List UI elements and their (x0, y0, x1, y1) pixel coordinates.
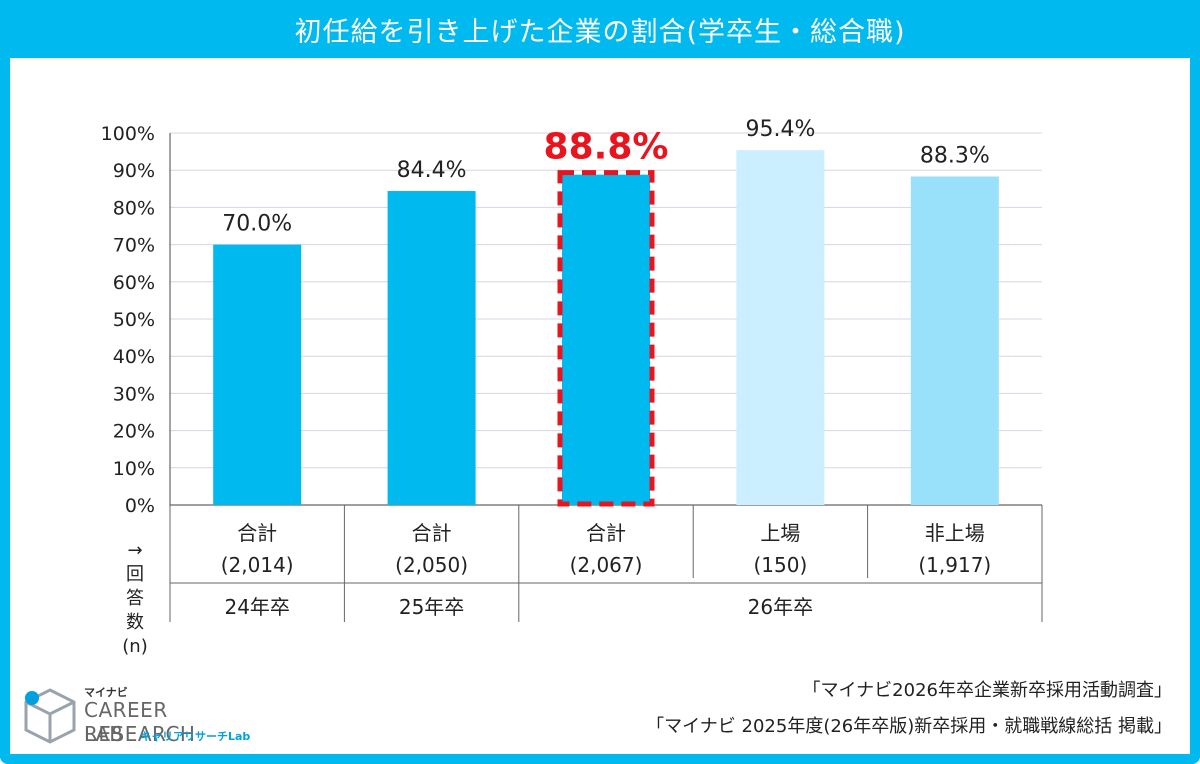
y-tick-label: 100% (101, 123, 155, 145)
x-sample-size-label: (2,014) (221, 553, 294, 577)
y-tick-label: 80% (113, 197, 155, 219)
bar (910, 176, 999, 506)
chart-title: 初任給を引き上げた企業の割合(学卒生・総合職) (0, 0, 1200, 58)
n-axis-label: 回 (126, 564, 144, 585)
data-label-highlight: 88.8% (544, 127, 669, 168)
bar-highlight-outline (557, 170, 655, 507)
y-tick-label: 30% (113, 383, 155, 405)
x-category-label: 合計 (586, 521, 626, 545)
bar (562, 174, 650, 505)
logo-line-1: CAREER RESEARCH (84, 698, 196, 746)
x-sample-size-label: (150) (754, 553, 808, 577)
x-sample-size-label: (2,050) (395, 553, 468, 577)
y-tick-label: 20% (113, 421, 155, 443)
x-category-label: 合計 (237, 521, 277, 545)
source-line-1: 「マイナビ2026年卒企業新卒採用活動調査」 (802, 680, 1172, 701)
y-tick-label: 0% (125, 495, 155, 517)
x-category-label: 上場 (760, 521, 800, 545)
group-label: 26年卒 (748, 595, 813, 619)
y-tick-label: 50% (113, 309, 155, 331)
y-tick-label: 70% (113, 235, 155, 257)
bar (387, 191, 476, 506)
source-line-2: 「マイナビ 2025年度(26年卒版)新卒採用・就職戦線総括 掲載」 (646, 716, 1172, 737)
data-label: 70.0% (222, 212, 292, 237)
logo-kana: キャリアリサーチLab (140, 730, 251, 743)
bar (736, 150, 825, 505)
x-category-label: 非上場 (925, 521, 985, 545)
y-tick-label: 90% (113, 160, 155, 182)
y-tick-label: 40% (113, 346, 155, 368)
n-axis-label: 数 (126, 612, 144, 633)
bar (213, 244, 302, 505)
n-axis-label: 答 (126, 588, 144, 609)
n-axis-label: → (127, 540, 142, 561)
x-sample-size-label: (1,917) (918, 553, 991, 577)
x-category-label: 合計 (412, 521, 452, 545)
x-sample-size-label: (2,067) (570, 553, 643, 577)
logo-line-2: LAB (84, 722, 124, 746)
n-axis-label: (n) (122, 636, 147, 657)
logo-cube-icon (24, 688, 76, 744)
data-label: 95.4% (745, 117, 815, 142)
group-label: 25年卒 (399, 595, 464, 619)
group-label: 24年卒 (224, 595, 289, 619)
data-label: 84.4% (397, 158, 467, 183)
career-research-lab-logo: マイナビ CAREER RESEARCH LAB キャリアリサーチLab (22, 684, 282, 746)
y-tick-label: 60% (113, 272, 155, 294)
data-label: 88.3% (920, 144, 990, 169)
y-tick-label: 10% (113, 458, 155, 480)
logo-brand: マイナビ (84, 686, 128, 699)
